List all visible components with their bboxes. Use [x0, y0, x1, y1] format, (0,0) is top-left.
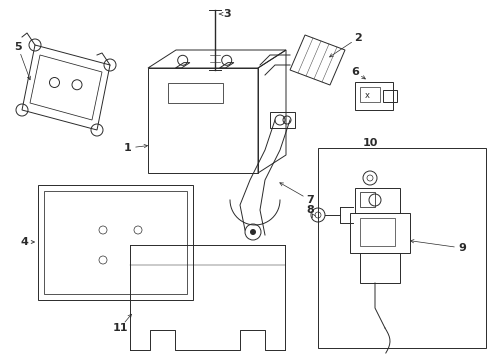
Text: 5: 5 [14, 42, 22, 52]
Text: 8: 8 [305, 205, 313, 215]
Bar [359, 253, 399, 283]
Text: 6: 6 [350, 67, 358, 77]
Text: 2: 2 [353, 33, 361, 43]
Text: x: x [364, 90, 369, 99]
Text: 10: 10 [362, 138, 377, 148]
Circle shape [249, 229, 256, 235]
Bar [317, 148, 485, 348]
Text: 11: 11 [112, 323, 127, 333]
Bar [359, 87, 379, 102]
Bar [359, 192, 374, 207]
Bar [349, 213, 409, 253]
Bar [38, 185, 193, 300]
Bar [354, 82, 392, 110]
Bar [359, 218, 394, 246]
Text: 4: 4 [20, 237, 28, 247]
Text: 3: 3 [223, 9, 230, 19]
Text: 7: 7 [305, 195, 313, 205]
Text: 9: 9 [457, 243, 465, 253]
Text: 1: 1 [124, 143, 132, 153]
Bar [44, 191, 186, 294]
Bar [168, 83, 223, 103]
Bar [382, 90, 396, 102]
